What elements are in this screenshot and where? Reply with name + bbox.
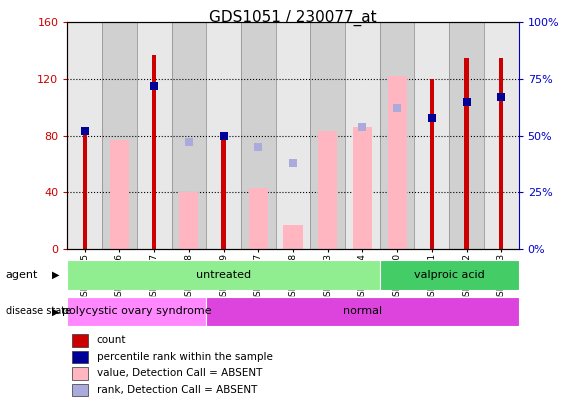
Point <box>149 83 159 89</box>
Text: ▶: ▶ <box>52 270 59 280</box>
Bar <box>179 192 199 249</box>
Bar <box>345 22 380 249</box>
Bar <box>67 260 380 290</box>
Text: rank, Detection Call = ABSENT: rank, Detection Call = ABSENT <box>97 385 257 395</box>
Point <box>254 144 263 150</box>
Text: agent: agent <box>6 270 38 280</box>
Point <box>184 139 193 146</box>
Point <box>427 114 437 121</box>
Bar <box>449 22 484 249</box>
Text: valproic acid: valproic acid <box>414 270 485 280</box>
Text: percentile rank within the sample: percentile rank within the sample <box>97 352 272 362</box>
Bar <box>83 129 87 249</box>
Bar <box>110 140 129 249</box>
Text: polycystic ovary syndrome: polycystic ovary syndrome <box>62 307 212 316</box>
Bar <box>72 334 88 347</box>
Text: ▶: ▶ <box>52 307 59 316</box>
Bar <box>353 127 372 249</box>
Bar <box>380 260 519 290</box>
Bar <box>206 297 519 326</box>
Text: untreated: untreated <box>196 270 251 280</box>
Text: GDS1051 / 230077_at: GDS1051 / 230077_at <box>209 10 377 26</box>
Point <box>496 94 506 100</box>
Bar <box>284 225 302 249</box>
Bar <box>387 76 407 249</box>
Bar <box>137 22 172 249</box>
Bar <box>499 58 503 249</box>
Text: normal: normal <box>343 307 382 316</box>
Point <box>288 160 298 166</box>
Text: disease state: disease state <box>6 307 71 316</box>
Bar <box>222 136 226 249</box>
Bar <box>380 22 414 249</box>
Bar <box>241 22 275 249</box>
Bar <box>172 22 206 249</box>
Bar <box>72 351 88 363</box>
Point <box>357 124 367 130</box>
Bar <box>318 131 338 249</box>
Point <box>80 128 90 134</box>
Bar <box>72 384 88 396</box>
Bar <box>311 22 345 249</box>
Bar <box>465 58 469 249</box>
Bar <box>206 22 241 249</box>
Point <box>219 132 229 139</box>
Text: value, Detection Call = ABSENT: value, Detection Call = ABSENT <box>97 369 262 378</box>
Bar <box>152 55 156 249</box>
Bar <box>248 188 268 249</box>
Bar <box>275 22 311 249</box>
Point <box>462 98 471 105</box>
Bar <box>484 22 519 249</box>
Bar <box>414 22 449 249</box>
Bar <box>67 297 206 326</box>
Bar <box>72 367 88 379</box>
Point <box>393 105 402 112</box>
Text: count: count <box>97 335 126 345</box>
Bar <box>67 22 102 249</box>
Bar <box>430 79 434 249</box>
Bar <box>102 22 137 249</box>
